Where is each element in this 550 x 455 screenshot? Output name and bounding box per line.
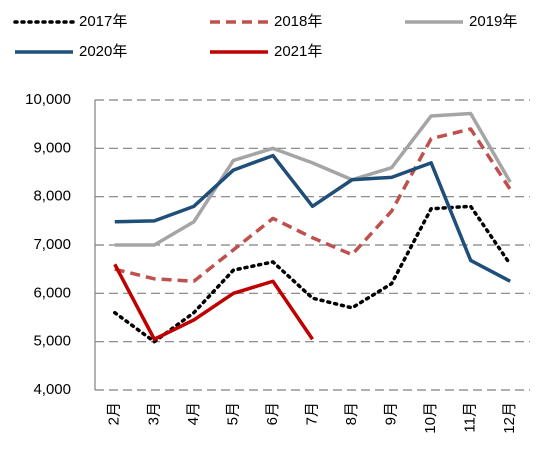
y-tick-label: 10,000 (25, 91, 71, 108)
legend-label: 2019年 (469, 13, 517, 30)
x-tick-label: 3月 (145, 402, 162, 425)
legend-label: 2021年 (274, 43, 322, 60)
y-tick-label: 8,000 (33, 188, 71, 205)
series-line (114, 153, 512, 283)
series-line (113, 263, 314, 341)
x-tick-label: 5月 (224, 402, 241, 425)
x-tick-label: 11月 (462, 402, 479, 433)
legend-label: 2020年 (79, 43, 127, 60)
series-line (113, 204, 512, 344)
y-tick-label: 6,000 (33, 284, 71, 301)
legend-label: 2018年 (274, 13, 322, 30)
x-tick-label: 8月 (343, 402, 360, 425)
y-tick-label: 5,000 (33, 333, 71, 350)
y-tick-label: 7,000 (33, 236, 71, 253)
x-tick-label: 12月 (501, 402, 518, 434)
y-tick-label: 9,000 (33, 139, 71, 156)
x-tick-label: 2月 (106, 402, 123, 425)
legend-label: 2017年 (79, 13, 127, 30)
x-tick-label: 6月 (264, 402, 281, 425)
x-tick-label: 9月 (383, 402, 400, 425)
x-tick-label: 10月 (422, 402, 439, 434)
series-line (114, 127, 512, 283)
y-tick-label: 4,000 (33, 381, 71, 398)
x-tick-label: 7月 (303, 402, 320, 425)
x-tick-label: 4月 (185, 402, 202, 425)
series-line (114, 111, 512, 247)
